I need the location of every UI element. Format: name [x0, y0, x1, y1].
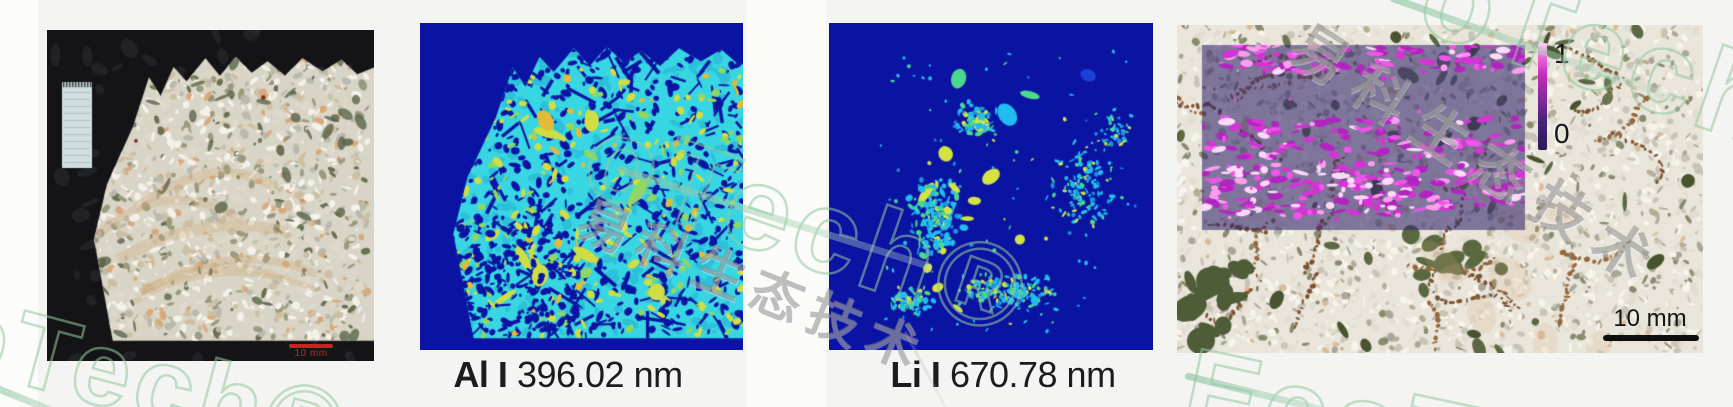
rock-sample-photo	[47, 30, 374, 361]
li-element-symbol: Li I	[890, 354, 941, 395]
li-map-caption: Li I 670.78 nm	[843, 354, 1163, 396]
al-elemental-map	[420, 23, 743, 350]
colorbar	[1538, 43, 1547, 150]
li-wavelength: 670.78 nm	[949, 354, 1116, 395]
panel-gap-strip	[746, 0, 826, 407]
rock-photo-with-overlay	[1177, 25, 1703, 353]
al-element-symbol: Al I	[453, 354, 508, 395]
colorbar-max-label: 1	[1554, 38, 1570, 69]
li-elemental-map	[829, 23, 1153, 350]
scale-bar-black	[1603, 335, 1699, 341]
watermark-swoosh-bottom-right	[1184, 372, 1395, 407]
scale-bar-red	[289, 344, 333, 348]
scale-bar-red-label: 10 mm	[294, 348, 328, 359]
page-margin-strip-left	[0, 0, 38, 407]
al-wavelength: 396.02 nm	[516, 354, 683, 395]
al-map-caption: Al I 396.02 nm	[408, 354, 728, 396]
colorbar-min-label: 0	[1554, 118, 1570, 149]
scale-bar-black-label: 10 mm	[1613, 305, 1687, 332]
